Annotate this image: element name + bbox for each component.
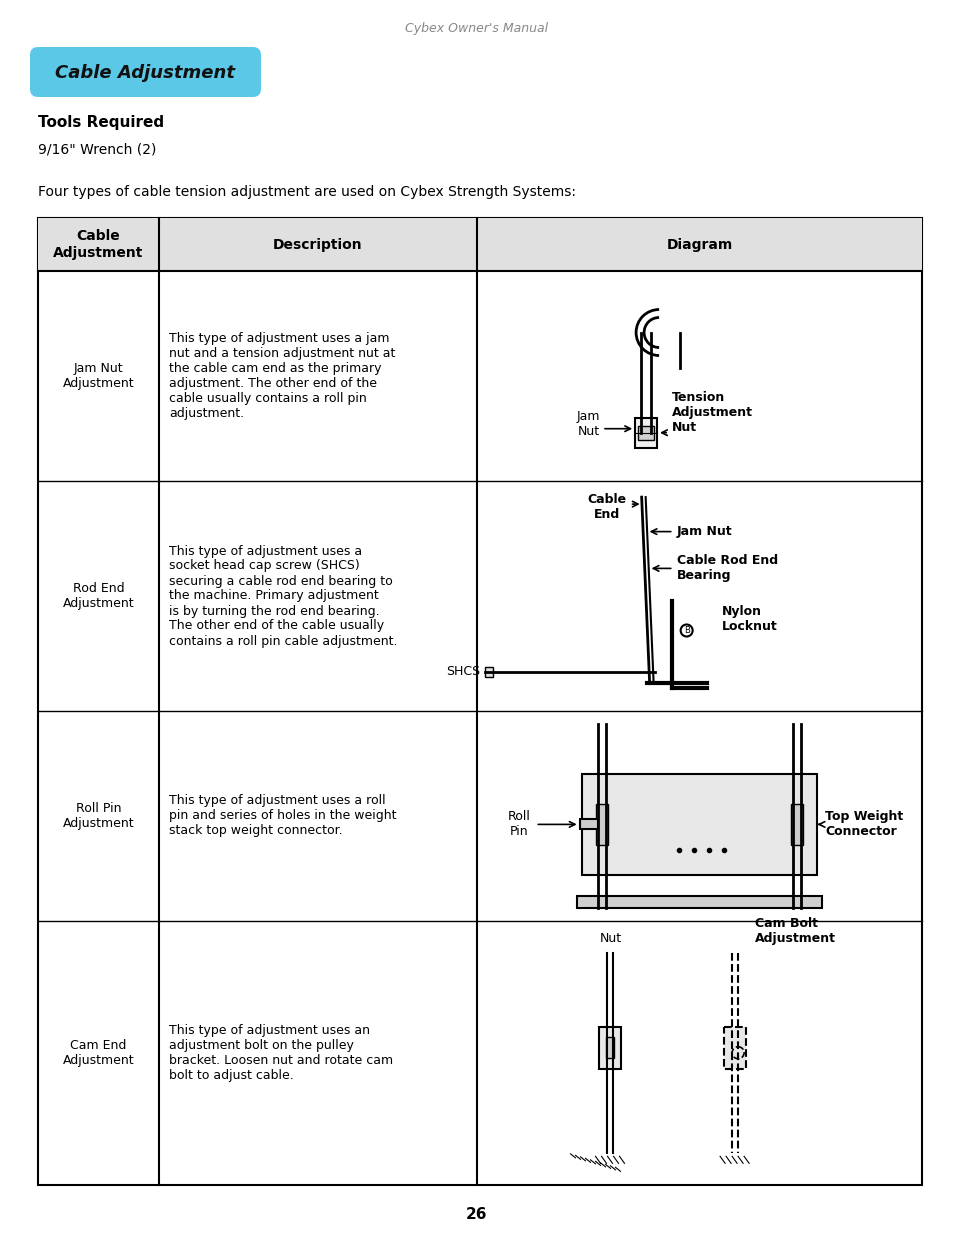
Text: Top Weight
Connector: Top Weight Connector <box>824 810 902 839</box>
Text: Jam Nut
Adjustment: Jam Nut Adjustment <box>63 362 134 390</box>
Bar <box>576 897 821 909</box>
Text: Cam End
Adjustment: Cam End Adjustment <box>63 1039 134 1067</box>
Text: Diagram: Diagram <box>666 237 732 252</box>
Text: Nylon
Locknut: Nylon Locknut <box>720 605 777 634</box>
Text: 9/16" Wrench (2): 9/16" Wrench (2) <box>38 142 156 156</box>
Bar <box>484 667 493 677</box>
Bar <box>581 774 817 874</box>
Text: Jam
Nut: Jam Nut <box>576 410 599 437</box>
Text: Cybex Owner's Manual: Cybex Owner's Manual <box>405 22 548 35</box>
Bar <box>723 1026 745 1068</box>
Bar <box>579 819 597 830</box>
Text: This type of adjustment uses a
socket head cap screw (SHCS)
securing a cable rod: This type of adjustment uses a socket he… <box>169 545 397 647</box>
Text: SHCS: SHCS <box>445 666 479 678</box>
Text: 26: 26 <box>466 1208 487 1223</box>
Bar <box>635 417 657 448</box>
Text: Cable
Adjustment: Cable Adjustment <box>53 230 144 259</box>
Text: Roll
Pin: Roll Pin <box>507 810 530 839</box>
Text: Cam Bolt
Adjustment: Cam Bolt Adjustment <box>755 916 835 945</box>
Bar <box>638 426 654 440</box>
Text: This type of adjustment uses an
adjustment bolt on the pulley
bracket. Loosen nu: This type of adjustment uses an adjustme… <box>169 1024 393 1082</box>
Text: Rod End
Adjustment: Rod End Adjustment <box>63 582 134 610</box>
Bar <box>598 1026 620 1068</box>
Text: This type of adjustment uses a roll
pin and series of holes in the weight
stack : This type of adjustment uses a roll pin … <box>169 794 396 837</box>
Text: This type of adjustment uses a jam
nut and a tension adjustment nut at
the cable: This type of adjustment uses a jam nut a… <box>169 332 395 420</box>
FancyBboxPatch shape <box>30 47 261 98</box>
Text: Four types of cable tension adjustment are used on Cybex Strength Systems:: Four types of cable tension adjustment a… <box>38 185 576 199</box>
Text: Tools Required: Tools Required <box>38 115 164 130</box>
Bar <box>791 804 802 845</box>
Bar <box>595 804 607 845</box>
Text: Cable Adjustment: Cable Adjustment <box>55 64 235 82</box>
Bar <box>606 1037 614 1058</box>
Text: B: B <box>683 626 689 635</box>
Bar <box>38 219 921 270</box>
Bar <box>38 219 921 1186</box>
Text: Roll Pin
Adjustment: Roll Pin Adjustment <box>63 802 134 830</box>
Text: Cable
End: Cable End <box>587 493 626 521</box>
Text: Description: Description <box>273 237 362 252</box>
Text: Cable Rod End
Bearing: Cable Rod End Bearing <box>676 555 777 583</box>
Text: Tension
Adjustment
Nut: Tension Adjustment Nut <box>672 391 752 435</box>
Text: Jam Nut: Jam Nut <box>676 525 732 538</box>
Text: Nut: Nut <box>598 931 621 945</box>
